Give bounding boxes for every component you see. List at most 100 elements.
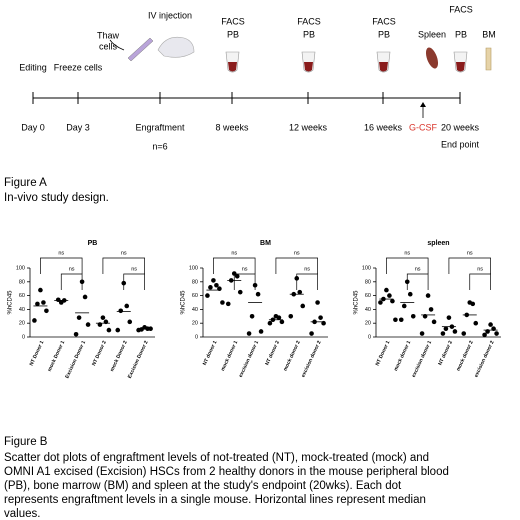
data-point xyxy=(255,291,261,297)
data-point xyxy=(309,331,314,336)
assay-label: PB xyxy=(378,29,390,39)
significance-label: ns xyxy=(477,266,483,272)
step-label: IV injection xyxy=(148,10,192,20)
x-tick-label: NT donor 2 xyxy=(437,340,454,367)
data-point xyxy=(44,308,49,314)
data-point xyxy=(208,285,213,290)
figure-title: Figure B xyxy=(4,436,48,448)
data-point xyxy=(393,317,398,323)
assay-label: PB xyxy=(455,29,467,39)
assay-label: Spleen xyxy=(418,29,446,39)
caption-line: OMNI A1 excised (Excision) HSCs from 2 h… xyxy=(4,466,449,478)
caption-line: (PB), bone marrow (BM) and spleen at the… xyxy=(4,480,402,492)
x-tick-label: excision donor 1 xyxy=(411,340,433,379)
data-point xyxy=(440,331,446,336)
timeline-labels: Editing Freeze cells Thaw cells IV injec… xyxy=(19,4,496,151)
y-axis-label: %hCD45 xyxy=(8,290,14,315)
data-point xyxy=(279,319,285,325)
data-point xyxy=(470,301,476,307)
data-point xyxy=(482,332,487,338)
time-label: 8 weeks xyxy=(215,122,249,132)
chart-title: BM xyxy=(260,240,271,247)
data-point xyxy=(494,331,499,336)
data-point xyxy=(384,287,389,293)
x-tick-label: Excision Donor 2 xyxy=(127,340,150,380)
data-point xyxy=(425,293,431,298)
data-point xyxy=(246,331,252,336)
step-label: cells xyxy=(99,41,118,51)
data-point xyxy=(452,329,458,334)
data-point xyxy=(211,278,216,283)
timeline-ticks xyxy=(32,92,461,104)
time-label: Day 3 xyxy=(66,122,90,132)
significance-bracket xyxy=(102,257,145,274)
y-tick-label: 20 xyxy=(365,321,371,327)
y-tick-label: 20 xyxy=(19,321,25,327)
data-point xyxy=(297,289,303,295)
assay-label: PB xyxy=(227,29,239,39)
x-tick-label: excision donor 2 xyxy=(473,340,495,379)
data-point xyxy=(398,317,404,323)
x-tick-label: mock donor 2 xyxy=(282,340,301,372)
data-point xyxy=(428,307,434,312)
assay-label: FACS xyxy=(221,16,245,26)
y-tick-label: 100 xyxy=(362,265,371,271)
data-point xyxy=(32,318,37,323)
icons xyxy=(109,36,492,118)
y-tick-label: 40 xyxy=(19,307,25,313)
y-tick-label: 40 xyxy=(365,307,371,313)
caption-line: Scatter dot plots of engraftment levels … xyxy=(4,452,429,464)
data-point xyxy=(214,282,219,288)
significance-bracket xyxy=(123,273,145,290)
x-tick-label: NT donor 2 xyxy=(264,340,281,367)
time-label: 20 weeks xyxy=(441,122,480,132)
x-tick-label: Excision Donor 1 xyxy=(64,340,87,380)
n-label: n=6 xyxy=(152,141,167,151)
chart-title: PB xyxy=(88,240,98,247)
significance-bracket xyxy=(233,273,256,290)
x-tick-label: NT Donor 1 xyxy=(375,340,392,367)
significance-bracket xyxy=(275,257,318,274)
x-tick-label: mock donor 2 xyxy=(455,340,474,372)
data-point xyxy=(127,319,133,325)
data-point xyxy=(258,329,264,334)
assay-label: FACS xyxy=(297,16,321,26)
y-tick-label: 60 xyxy=(19,293,25,299)
y-tick-label: 60 xyxy=(192,293,198,299)
data-point xyxy=(76,315,82,320)
data-point xyxy=(318,315,323,320)
significance-label: ns xyxy=(242,266,248,272)
data-point xyxy=(55,297,61,303)
data-point xyxy=(231,271,237,276)
x-tick-label: mock Donor 1 xyxy=(47,340,67,373)
y-tick-label: 40 xyxy=(192,307,198,313)
data-point xyxy=(237,289,243,295)
end-label: End point xyxy=(441,139,480,149)
y-tick-label: 80 xyxy=(365,279,371,285)
time-label: Day 0 xyxy=(21,122,45,132)
data-point xyxy=(401,303,407,309)
significance-label: ns xyxy=(69,266,75,272)
y-tick-label: 100 xyxy=(16,265,25,271)
y-tick-label: 60 xyxy=(365,293,371,299)
significance-label: ns xyxy=(131,266,137,272)
data-point xyxy=(473,320,479,326)
x-tick-label: mock donor 1 xyxy=(393,340,412,372)
assay-label: FACS xyxy=(372,16,396,26)
figure-title: Figure A xyxy=(4,177,47,189)
x-tick-label: NT Donor 1 xyxy=(29,340,46,367)
data-point xyxy=(443,326,449,332)
data-point xyxy=(288,314,294,319)
data-point xyxy=(124,303,130,309)
figure-a-caption: Figure A In-vivo study design. xyxy=(4,177,109,204)
x-tick-label: NT donor 1 xyxy=(202,340,219,367)
y-axis-label: %hCD45 xyxy=(181,290,187,315)
y-tick-label: 0 xyxy=(195,334,198,340)
caption-line: values. xyxy=(4,508,40,520)
significance-label: ns xyxy=(58,250,64,256)
y-tick-label: 100 xyxy=(189,265,198,271)
assay-label: BM xyxy=(482,29,496,39)
data-point xyxy=(387,293,392,298)
significance-label: ns xyxy=(231,250,237,256)
data-point xyxy=(100,315,106,320)
